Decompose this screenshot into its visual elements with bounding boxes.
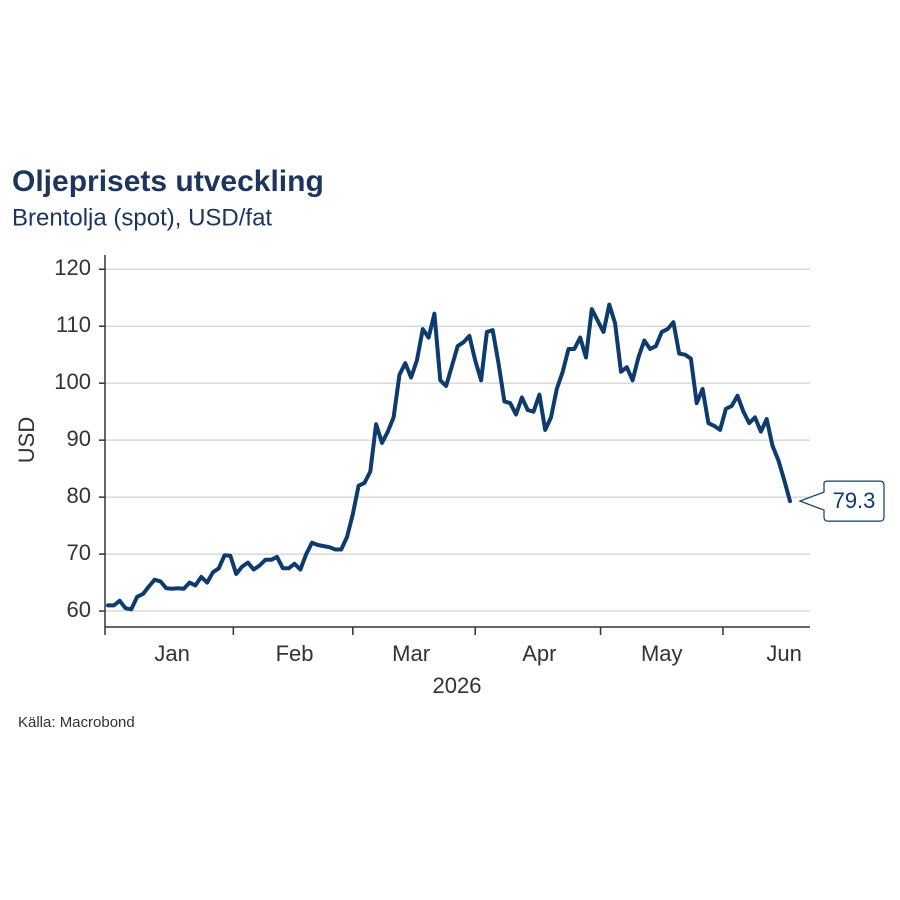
callout-box <box>798 480 885 522</box>
y-tick-label: 90 <box>67 426 91 451</box>
x-tick-label: Mar <box>392 641 430 666</box>
y-tick-label: 60 <box>67 597 91 622</box>
x-tick-label: Jan <box>154 641 189 666</box>
y-tick-label: 110 <box>56 312 91 337</box>
x-tick-label: May <box>641 641 683 666</box>
x-axis-label: 2026 <box>433 673 482 698</box>
y-tick-label: 80 <box>67 483 91 508</box>
y-tick-label: 120 <box>54 255 91 280</box>
line <box>106 302 792 612</box>
chart-title: Oljeprisets utveckling <box>12 165 324 198</box>
x-tick-label: Feb <box>276 641 314 666</box>
x-tick-label: Jun <box>766 641 801 666</box>
y-tick-label: 70 <box>67 540 91 565</box>
chart-subtitle: Brentolja (spot), USD/fat <box>12 204 272 231</box>
y-tick-label: 100 <box>54 369 91 394</box>
value-label: 79.3 <box>833 488 876 513</box>
source: Källa: Macrobond <box>18 714 135 731</box>
x-tick-label: Apr <box>522 641 556 666</box>
y-axis-label: USD <box>14 417 39 463</box>
